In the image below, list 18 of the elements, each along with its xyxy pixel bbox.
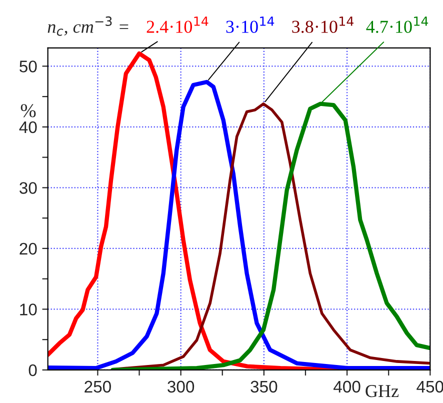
y-tick-label: 20 bbox=[20, 242, 37, 255]
x-tick-label: 400 bbox=[334, 380, 360, 393]
y-axis-title: % bbox=[20, 104, 36, 118]
x-tick-label: 250 bbox=[84, 380, 111, 393]
y-tick-label: 10 bbox=[20, 304, 37, 316]
y-tick-label: 40 bbox=[19, 121, 37, 134]
x-tick-label: 300 bbox=[168, 380, 194, 393]
text: 4.7·10$^{14}$ bbox=[366, 16, 428, 33]
x-axis-title: GHz bbox=[366, 385, 399, 398]
y-tick-label: 0 bbox=[28, 364, 37, 376]
x-tick-label: 450 bbox=[416, 380, 443, 393]
y-tick-label: 30 bbox=[20, 182, 37, 194]
text: 3.8·10$^{14}$ bbox=[292, 16, 354, 33]
text: 3·10$^{14}$ bbox=[226, 16, 274, 33]
y-tick-label: 50 bbox=[20, 60, 37, 72]
text: n$_{c}$, cm$^{−3}$ = bbox=[48, 16, 128, 36]
series-label: 2.4·10$^{14}$ bbox=[146, 16, 208, 33]
x-tick-label: 350 bbox=[250, 380, 278, 393]
